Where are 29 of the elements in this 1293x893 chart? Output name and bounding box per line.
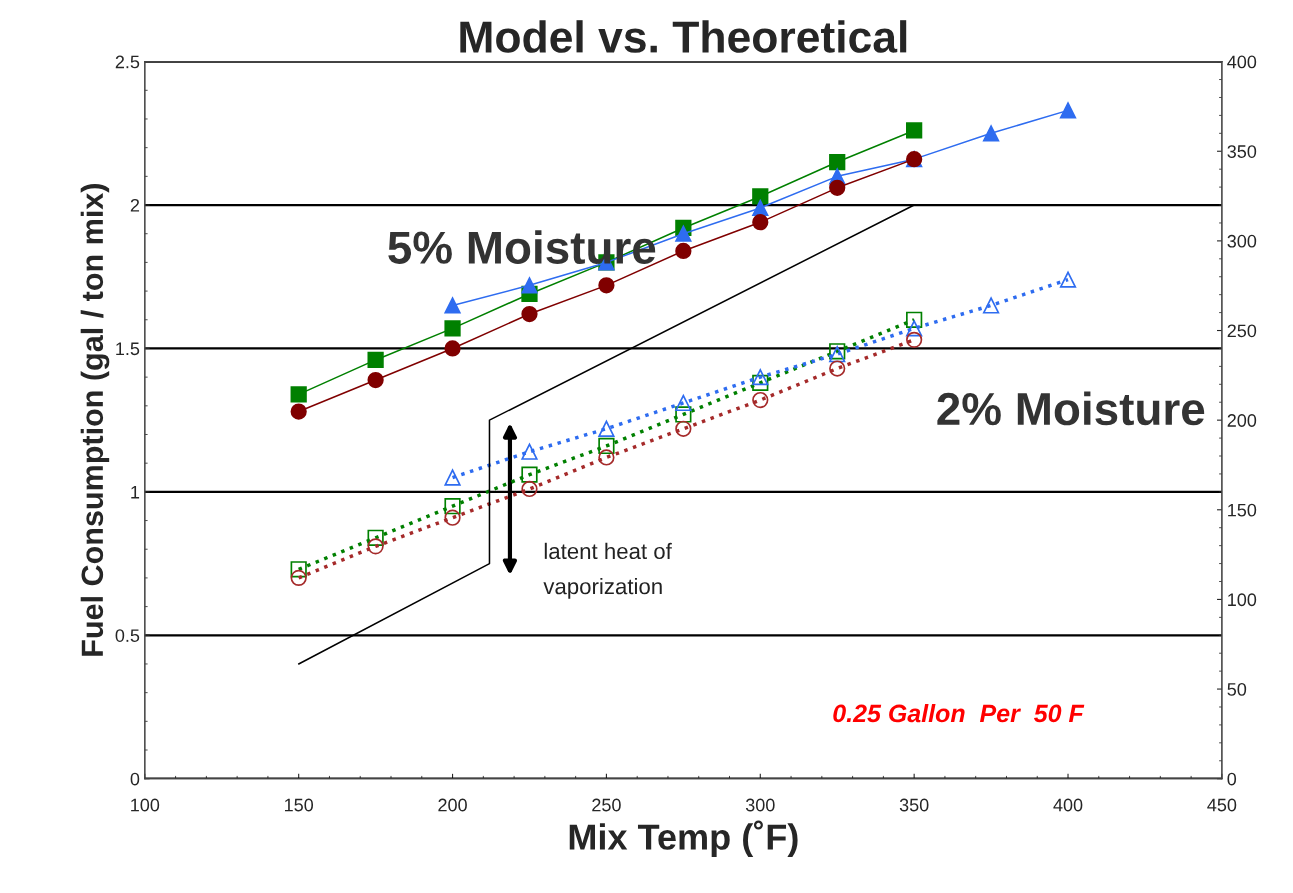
x-tick-label: 150: [285, 798, 314, 812]
x-tick-label: 200: [438, 798, 467, 812]
x-axis-title: Mix Temp (˚F): [569, 820, 798, 858]
y2-tick-label: 100: [1228, 593, 1257, 607]
y2-tick-label: 0: [1227, 772, 1237, 786]
annotation: 0.25 Gallon Per 50 F: [833, 703, 1085, 723]
chart-title: Model vs. Theoretical: [460, 20, 907, 53]
annotation: 2% Moisture: [937, 391, 1205, 426]
y-tick-label: 0: [130, 772, 140, 786]
annotation: latent heat of vaporization: [543, 542, 672, 599]
y2-tick-label: 350: [1227, 145, 1257, 158]
x-tick-label: 450: [1207, 798, 1237, 812]
y2-tick-label: 200: [1227, 414, 1257, 427]
y-tick-label: 0.5: [115, 629, 140, 642]
y-axis-title: Fuel Consumption (gal / ton mix): [80, 184, 110, 656]
y-tick-label: 2.5: [115, 55, 140, 69]
y2-tick-label: 400: [1227, 55, 1257, 69]
y2-tick-label: 50: [1227, 683, 1247, 696]
y2-tick-label: 150: [1228, 503, 1257, 517]
x-tick-label: 350: [899, 798, 929, 812]
x-tick-label: 300: [745, 798, 775, 812]
y-tick-label: 1: [131, 485, 140, 499]
y2-tick-label: 250: [1227, 324, 1257, 338]
x-tick-label: 400: [1053, 798, 1083, 812]
x-tick-label: 250: [592, 798, 621, 812]
y2-tick-label: 300: [1227, 234, 1257, 248]
x-tick-label: 100: [131, 798, 160, 812]
y-tick-label: 1.5: [116, 342, 140, 356]
y-tick-label: 2: [130, 198, 140, 212]
